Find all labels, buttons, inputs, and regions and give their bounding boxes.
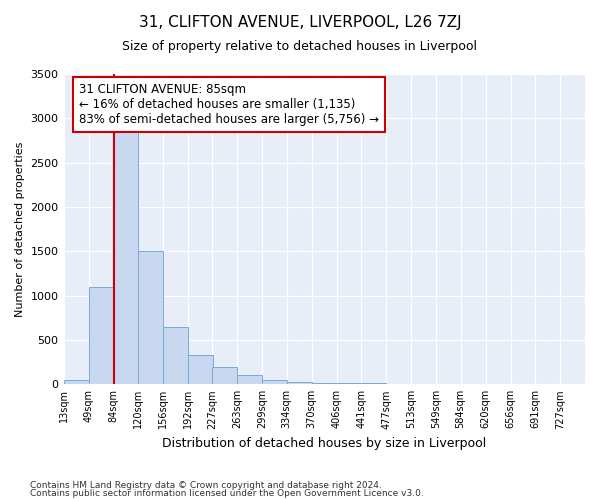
Bar (188, 355, 213, 384)
Bar (113, 123, 138, 384)
Bar (238, 376, 262, 384)
Text: 31 CLIFTON AVENUE: 85sqm
← 16% of detached houses are smaller (1,135)
83% of sem: 31 CLIFTON AVENUE: 85sqm ← 16% of detach… (79, 84, 379, 126)
Text: 31, CLIFTON AVENUE, LIVERPOOL, L26 7ZJ: 31, CLIFTON AVENUE, LIVERPOOL, L26 7ZJ (139, 15, 461, 30)
Bar (287, 382, 312, 384)
Text: Size of property relative to detached houses in Liverpool: Size of property relative to detached ho… (122, 40, 478, 53)
Bar (89, 287, 113, 384)
Bar (64, 380, 89, 384)
Bar (163, 326, 188, 384)
Bar (312, 382, 337, 384)
Y-axis label: Number of detached properties: Number of detached properties (15, 142, 25, 317)
Bar (138, 252, 163, 384)
Bar (262, 380, 287, 384)
Text: Contains public sector information licensed under the Open Government Licence v3: Contains public sector information licen… (30, 489, 424, 498)
Bar (212, 366, 238, 384)
X-axis label: Distribution of detached houses by size in Liverpool: Distribution of detached houses by size … (162, 437, 487, 450)
Bar (337, 382, 362, 384)
Text: Contains HM Land Registry data © Crown copyright and database right 2024.: Contains HM Land Registry data © Crown c… (30, 480, 382, 490)
